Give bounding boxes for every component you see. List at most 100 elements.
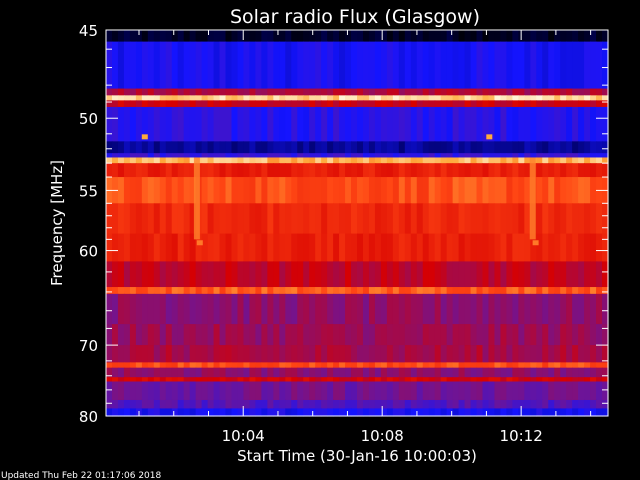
heatmap-cell-14-38: [333, 287, 340, 295]
heatmap-cell-4-30: [285, 100, 292, 108]
heatmap-cell-22-48: [392, 399, 400, 410]
heatmap-cell-20-64: [488, 377, 496, 383]
heatmap-cell-22-6: [141, 399, 149, 410]
heatmap-cell-0-21: [231, 30, 239, 43]
heatmap-cell-12-49: [398, 233, 406, 263]
heatmap-cell-9-44: [368, 163, 376, 178]
heatmap-cell-4-48: [392, 100, 400, 108]
heatmap-cell-0-60: [464, 30, 472, 43]
heatmap-cell-1-20: [225, 41, 233, 90]
heatmap-cell-1-32: [297, 41, 304, 90]
heatmap-cell-9-6: [141, 163, 149, 178]
heatmap-cell-3-80: [584, 95, 591, 101]
heatmap-cell-2-29: [279, 88, 286, 96]
heatmap-cell-23-68: [512, 408, 519, 417]
heatmap-cell-12-17: [207, 233, 215, 263]
heatmap-cell-22-59: [458, 399, 466, 410]
heatmap-cell-21-11: [171, 381, 179, 401]
heatmap-cell-17-23: [243, 345, 251, 363]
heatmap-cell-10-75: [554, 177, 561, 204]
heatmap-cell-22-18: [213, 399, 221, 410]
heatmap-cell-18-68: [512, 362, 519, 369]
heatmap-cell-0-72: [536, 30, 543, 43]
heatmap-cell-2-4: [129, 88, 137, 96]
heatmap-cell-2-16: [201, 88, 209, 96]
heatmap-cell-16-38: [333, 324, 340, 346]
heatmap-cell-13-74: [548, 261, 555, 288]
heatmap-cell-15-29: [279, 293, 286, 325]
heatmap-cell-9-60: [464, 163, 472, 178]
y-tick-label-50: 50: [79, 110, 98, 128]
heatmap-cell-5-78: [572, 106, 579, 142]
heatmap-cell-10-27: [267, 177, 274, 204]
heatmap-cell-3-11: [171, 95, 179, 101]
heatmap-cell-15-32: [297, 293, 304, 325]
heatmap-cell-7-43: [362, 153, 370, 159]
heatmap-cell-15-69: [518, 293, 525, 325]
heatmap-cell-5-22: [237, 106, 245, 142]
heatmap-cell-17-15: [195, 345, 203, 363]
heatmap-cell-17-81: [590, 345, 597, 363]
heatmap-cell-9-74: [548, 163, 555, 178]
heatmap-cell-1-55: [434, 41, 442, 90]
heatmap-cell-1-54: [428, 41, 436, 90]
heatmap-cell-4-20: [225, 100, 233, 108]
heatmap-cell-5-71: [530, 106, 537, 142]
heatmap-cell-5-77: [566, 106, 573, 142]
heatmap-cell-20-13: [183, 377, 191, 383]
heatmap-cell-21-56: [440, 381, 448, 401]
heatmap-cell-16-20: [225, 324, 233, 346]
heatmap-cell-20-27: [267, 377, 274, 383]
heatmap-cell-12-26: [261, 233, 268, 263]
heatmap-cell-21-79: [578, 381, 585, 401]
heatmap-cell-12-34: [309, 233, 316, 263]
heatmap-cell-14-63: [482, 287, 490, 295]
heatmap-cell-15-10: [165, 293, 173, 325]
heatmap-cell-1-59: [458, 41, 466, 90]
heatmap-cell-16-26: [261, 324, 268, 346]
heatmap-cell-9-70: [524, 163, 531, 178]
heatmap-cell-17-51: [410, 345, 418, 363]
heatmap-cell-22-65: [494, 399, 502, 410]
heatmap-cell-19-13: [183, 367, 191, 378]
heatmap-cell-3-14: [189, 95, 197, 101]
heatmap-cell-1-67: [506, 41, 513, 90]
heatmap-cell-4-75: [554, 100, 561, 108]
heatmap-cell-23-80: [584, 408, 591, 417]
heatmap-cell-17-20: [225, 345, 233, 363]
heatmap-cell-15-8: [153, 293, 161, 325]
heatmap-cell-22-71: [530, 399, 537, 410]
heatmap-cell-4-81: [590, 100, 597, 108]
heatmap-cell-9-11: [171, 163, 179, 178]
heatmap-cell-23-29: [279, 408, 286, 417]
heatmap-cell-9-10: [165, 163, 173, 178]
heatmap-cell-17-72: [536, 345, 543, 363]
heatmap-cells: [106, 30, 609, 417]
heatmap-cell-9-24: [249, 163, 257, 178]
heatmap-cell-7-66: [500, 153, 508, 159]
heatmap-cell-14-83: [602, 287, 609, 295]
spot-1: [196, 240, 203, 246]
heatmap-cell-21-59: [458, 381, 466, 401]
heatmap-cell-16-3: [123, 324, 131, 346]
heatmap-cell-3-44: [368, 95, 376, 101]
heatmap-cell-2-55: [434, 88, 442, 96]
heatmap-cell-4-78: [572, 100, 579, 108]
heatmap-cell-6-20: [225, 141, 233, 154]
heatmap-cell-18-52: [416, 362, 424, 369]
heatmap-cell-11-70: [524, 203, 531, 235]
heatmap-cell-23-67: [506, 408, 513, 417]
heatmap-cell-0-19: [219, 30, 227, 43]
heatmap-cell-18-0: [106, 362, 113, 369]
heatmap-cell-16-67: [506, 324, 513, 346]
heatmap-cell-1-61: [470, 41, 478, 90]
heatmap-cell-23-63: [482, 408, 490, 417]
heatmap-cell-11-13: [183, 203, 191, 235]
heatmap-cell-19-82: [596, 367, 603, 378]
heatmap-cell-5-11: [171, 106, 179, 142]
heatmap-cell-19-19: [219, 367, 227, 378]
heatmap-cell-19-61: [470, 367, 478, 378]
heatmap-cell-14-72: [536, 287, 543, 295]
heatmap-cell-15-59: [458, 293, 466, 325]
heatmap-cell-23-75: [554, 408, 561, 417]
